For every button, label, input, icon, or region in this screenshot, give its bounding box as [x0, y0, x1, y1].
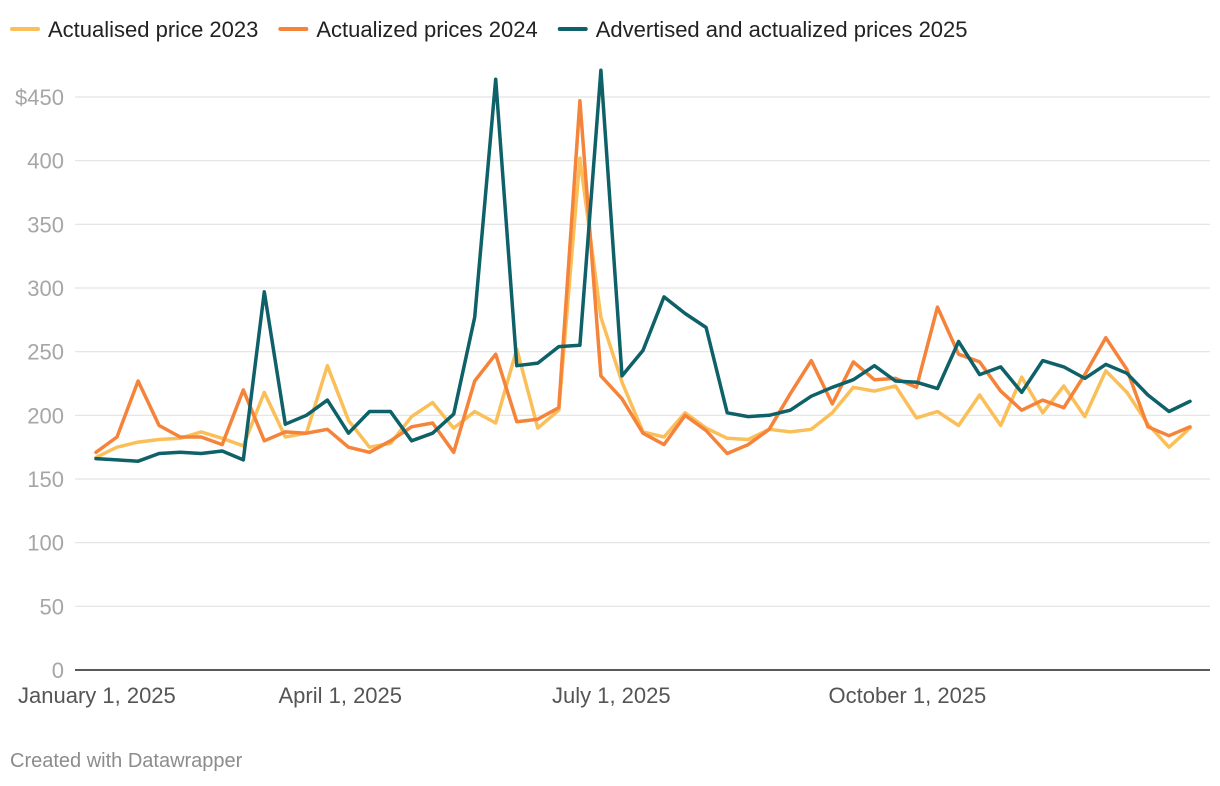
legend-swatch: [10, 27, 40, 31]
legend-label: Actualized prices 2024: [316, 17, 537, 42]
series-line-1: [94, 156, 1192, 460]
y-tick-label: 250: [27, 340, 64, 365]
y-tick-label: 350: [27, 212, 64, 237]
y-tick-label: 400: [27, 149, 64, 174]
series-lines: [94, 68, 1192, 463]
x-axis-tick-labels: January 1, 2025 April 1, 2025 July 1, 2025…: [18, 683, 986, 708]
y-tick-label: 200: [27, 403, 64, 428]
footer-credit: Created with Datawrapper: [10, 750, 243, 772]
x-tick-label: April 1, 2025: [278, 683, 402, 708]
legend-label: Actualised price 2023: [48, 17, 258, 42]
legend-label: Advertised and actualized prices 2025: [596, 17, 968, 42]
y-tick-label: 300: [27, 276, 64, 301]
y-tick-label: 0: [52, 658, 64, 683]
series-line-2: [94, 99, 1192, 456]
y-tick-label: 50: [40, 594, 64, 619]
x-tick-label: October 1, 2025: [829, 683, 987, 708]
x-tick-label: July 1, 2025: [552, 683, 671, 708]
y-axis-tick-labels: 0 50 100 150 200 250 300 350 400 $450: [15, 85, 64, 683]
y-tick-label: 100: [27, 531, 64, 556]
x-tick-label: January 1, 2025: [18, 683, 176, 708]
chart-legend: Actualised price 2023 Actualized prices 2…: [10, 17, 968, 42]
legend-swatch: [278, 27, 309, 31]
legend-swatch: [557, 27, 588, 31]
series-line-3: [94, 68, 1192, 463]
y-tick-label: $450: [15, 85, 64, 110]
y-tick-label: 150: [27, 467, 64, 492]
